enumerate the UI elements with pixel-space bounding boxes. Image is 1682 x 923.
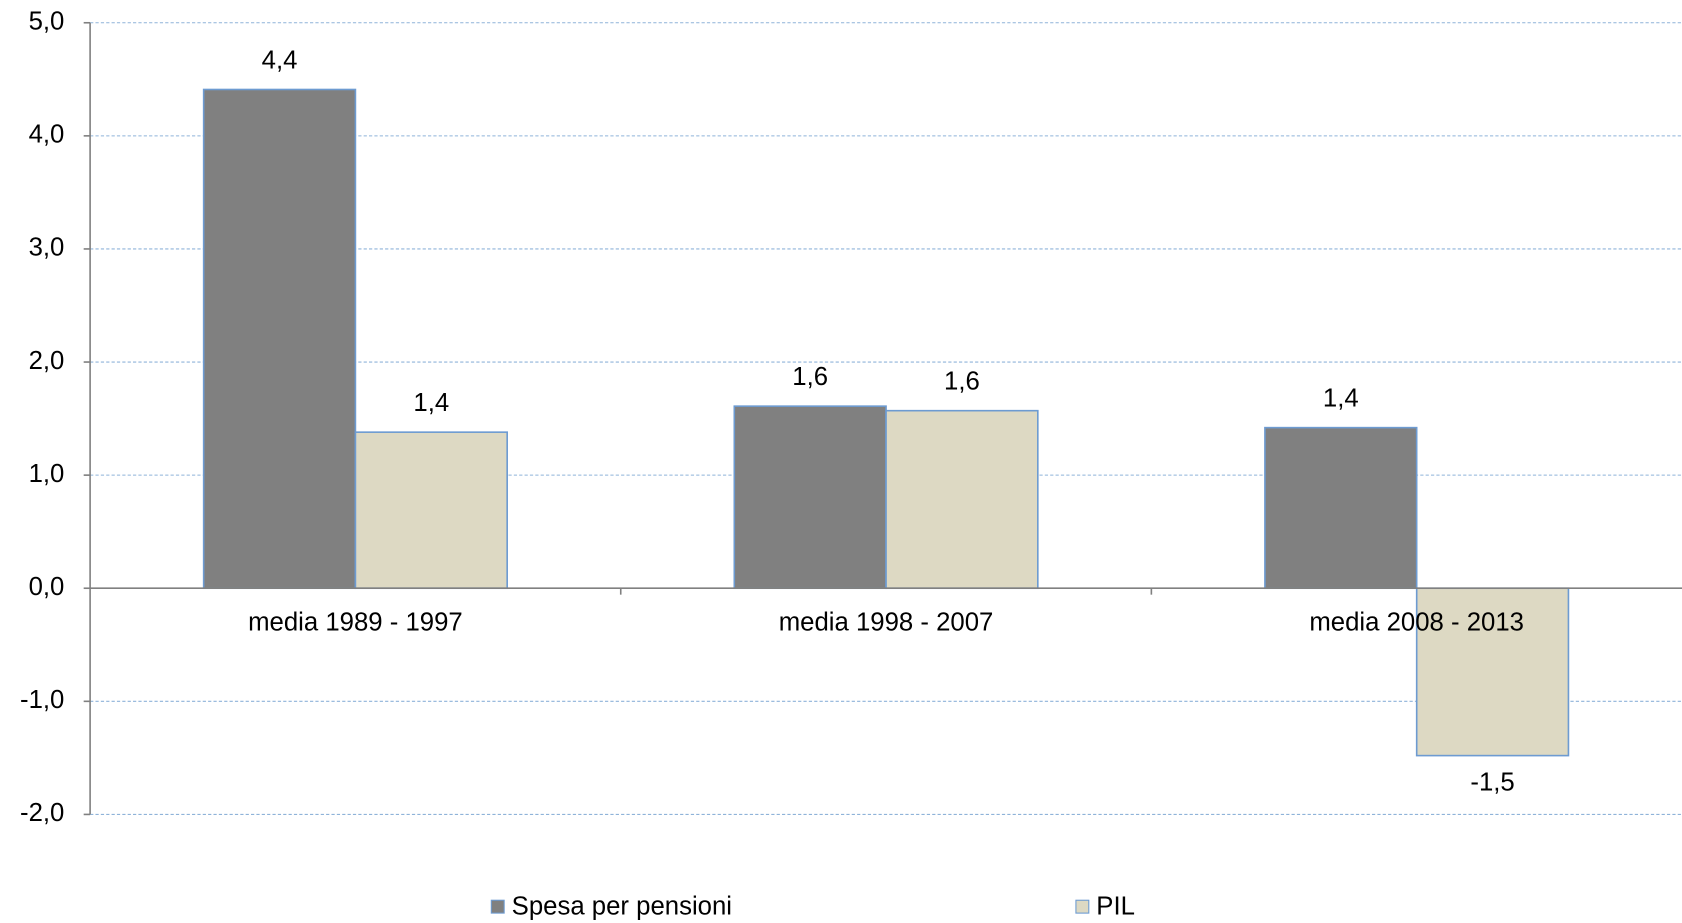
y-tick-label: 3,0 [29, 234, 65, 262]
y-tick-label: 0,0 [29, 573, 65, 601]
y-tick-label: -2,0 [20, 799, 64, 827]
bar [1264, 426, 1418, 590]
data-label: 1,6 [944, 368, 980, 396]
data-label: 1,4 [1323, 385, 1359, 413]
data-label: 4,4 [262, 46, 298, 74]
bar [885, 409, 1039, 590]
y-tick-label: 5,0 [29, 8, 65, 36]
x-tick-label: media 2008 - 2013 [1309, 608, 1524, 636]
y-tick-label: -1,0 [20, 686, 64, 714]
x-tick-label: media 1998 - 2007 [779, 608, 994, 636]
data-label: 1,6 [792, 363, 828, 391]
y-tick-label: 4,0 [29, 121, 65, 149]
legend-swatch [490, 899, 505, 914]
bar [354, 431, 508, 590]
bar [202, 88, 357, 590]
data-label: -1,5 [1470, 768, 1514, 796]
legend-swatch [1075, 899, 1090, 914]
data-label: 1,4 [413, 389, 449, 417]
legend-label: Spesa per pensioni [512, 893, 732, 921]
y-tick-label: 1,0 [29, 460, 65, 488]
x-tick-label: media 1989 - 1997 [248, 608, 463, 636]
legend-label: PIL [1096, 893, 1135, 921]
y-tick-label: 2,0 [29, 347, 65, 375]
bar [733, 405, 887, 590]
